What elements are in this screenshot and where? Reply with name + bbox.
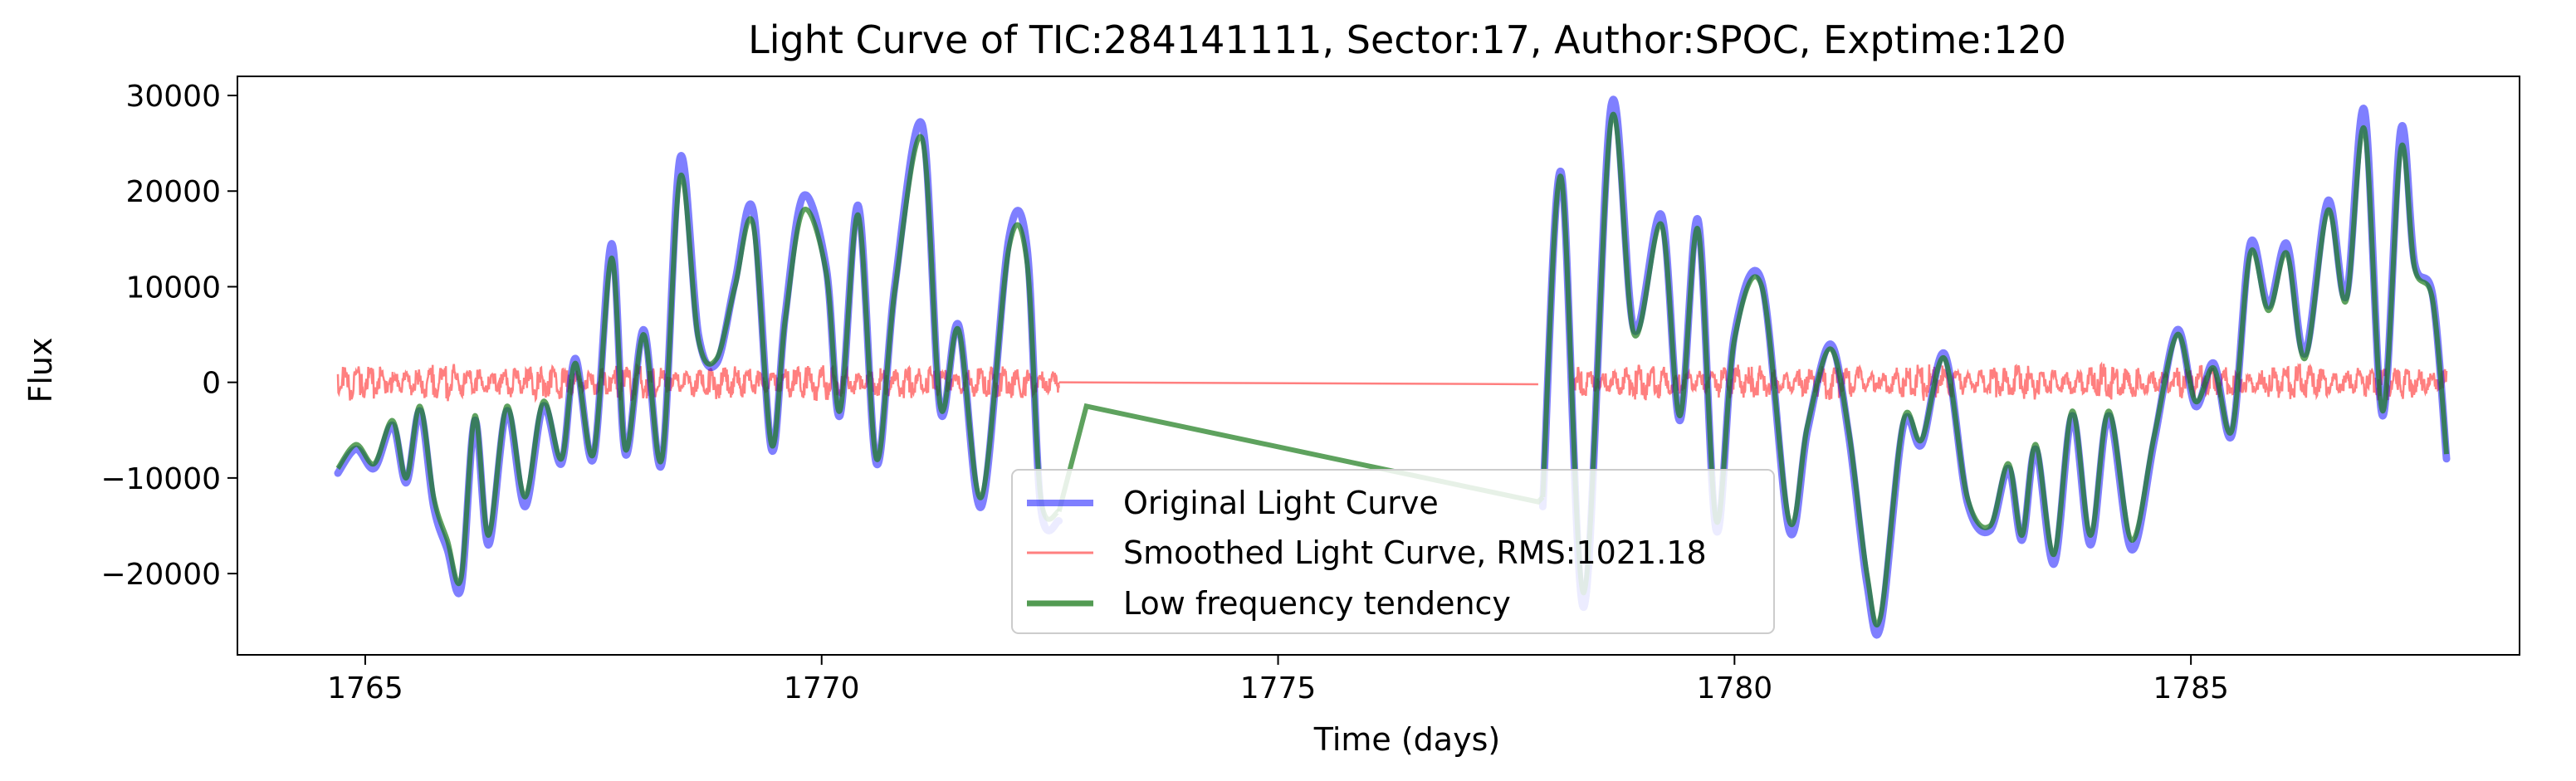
x-tick-label: 1785 bbox=[2153, 671, 2229, 705]
x-tick-label: 1765 bbox=[327, 671, 403, 705]
x-tick-label: 1780 bbox=[1697, 671, 1773, 705]
y-tick-label: −20000 bbox=[100, 558, 221, 592]
chart-title: Light Curve of TIC:284141111, Sector:17,… bbox=[748, 17, 2066, 62]
y-tick-label: 0 bbox=[202, 367, 221, 401]
legend: Original Light Curve Smoothed Light Curv… bbox=[1011, 469, 1775, 634]
y-tick-label: 20000 bbox=[125, 175, 221, 209]
legend-box bbox=[1011, 469, 1775, 634]
lowfreq-segment-1 bbox=[335, 134, 1062, 587]
x-axis-label: Time (days) bbox=[1313, 721, 1500, 758]
smoothed-gap-connector bbox=[1058, 381, 1538, 386]
x-axis: 1765 1770 1775 1780 1785 bbox=[327, 655, 2229, 705]
y-axis: −20000 −10000 0 10000 20000 30000 bbox=[100, 80, 237, 592]
y-tick-label: 30000 bbox=[125, 80, 221, 114]
y-tick-label: −10000 bbox=[100, 462, 221, 496]
y-axis-label: Flux bbox=[22, 338, 59, 403]
y-tick-label: 10000 bbox=[125, 271, 221, 305]
lowfreq-segment-2 bbox=[1540, 111, 2449, 627]
axes-frame bbox=[237, 76, 2520, 656]
x-tick-label: 1770 bbox=[784, 671, 860, 705]
legend-label-original: Original Light Curve bbox=[1123, 485, 1439, 521]
x-tick-label: 1775 bbox=[1240, 671, 1317, 705]
smoothed-segment-2 bbox=[1573, 361, 2448, 401]
legend-label-lowfreq: Low frequency tendency bbox=[1123, 585, 1511, 622]
legend-label-smoothed: Smoothed Light Curve, RMS:1021.18 bbox=[1123, 534, 1707, 571]
